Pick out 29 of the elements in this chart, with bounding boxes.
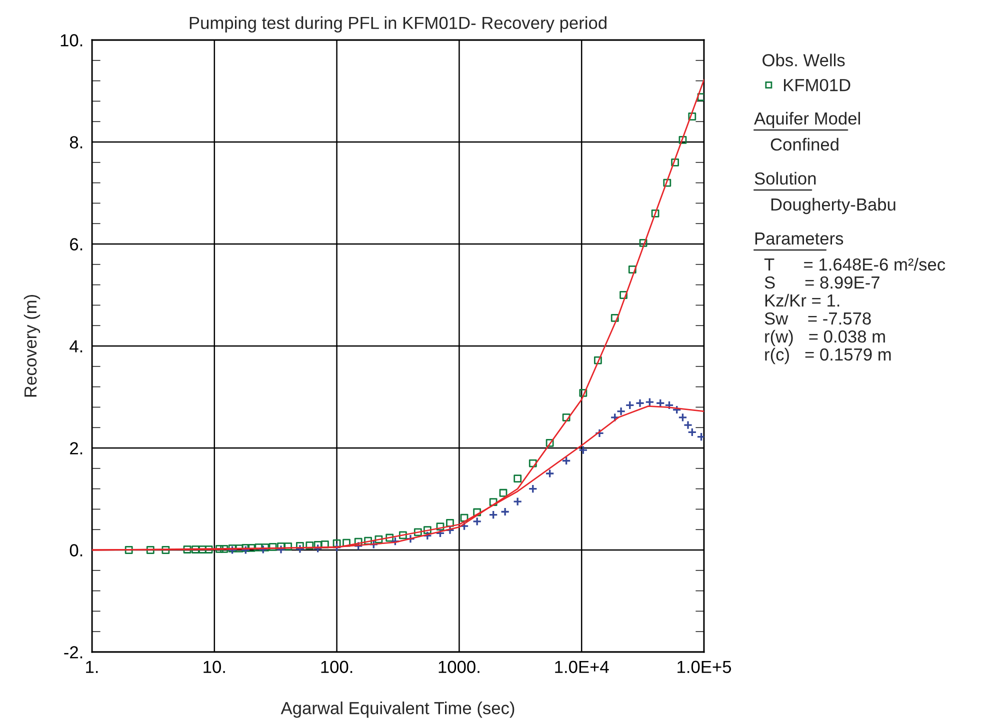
text: T = 1.648E-6 m²/sec: [764, 258, 946, 271]
y-tick-label: 2.: [70, 442, 82, 454]
x-tick-label: 1.0E+5: [678, 660, 732, 674]
y-axis-title: Recovery (m): [24, 294, 40, 397]
legend-label: KFM01D: [784, 78, 850, 92]
y-tick-label: 4.: [70, 340, 82, 352]
x-tick-label: 1000.: [438, 660, 480, 674]
y-tick-label: 0.: [70, 544, 82, 556]
text: Sw = -7.578: [764, 312, 871, 325]
text: Kz/Kr = 1.: [765, 294, 840, 307]
text: S = 8.99E-7: [764, 276, 880, 289]
y-tick-label: 6.: [70, 238, 82, 250]
text: Solution: [754, 172, 816, 185]
y-tick-label: 8.: [70, 136, 82, 148]
legend-title: Obs. Wells: [762, 54, 845, 66]
y-tick-label: -2.: [64, 646, 82, 658]
text: r(w) = 0.038 m: [765, 330, 885, 346]
x-axis-title: Agarwal Equivalent Time (sec): [280, 702, 514, 718]
chart-title: Pumping test during PFL in KFM01D- Recovery period: [190, 16, 606, 32]
text: Confined: [770, 138, 838, 151]
text: Parameters: [755, 232, 844, 245]
x-tick-label: 100.: [321, 660, 352, 674]
text: Dougherty-Babu: [771, 198, 896, 214]
y-tick-label: 10.: [60, 34, 82, 46]
text: r(c) = 0.1579 m: [765, 348, 891, 364]
x-tick-label: 1.0E+4: [555, 660, 609, 674]
x-tick-label: 1.: [86, 660, 98, 673]
text: Aquifer Model: [754, 112, 860, 128]
x-tick-label: 10.: [204, 660, 225, 674]
